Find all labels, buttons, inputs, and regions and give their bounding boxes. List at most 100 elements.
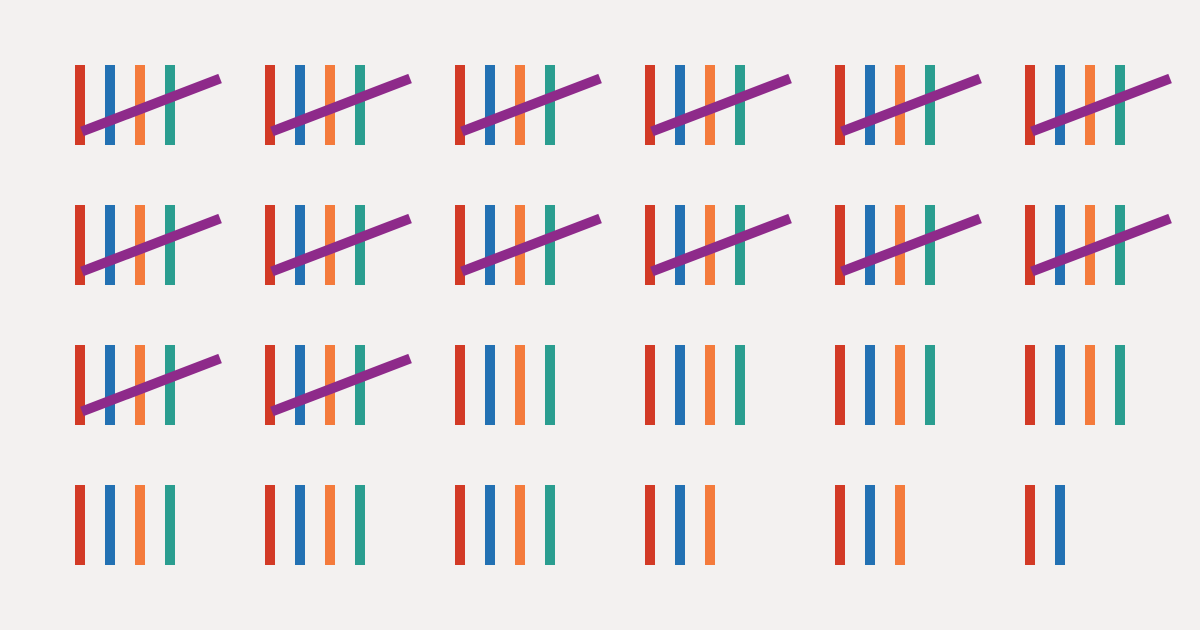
tally-mark bbox=[355, 345, 365, 425]
tally-mark bbox=[835, 485, 845, 565]
tally-mark bbox=[865, 65, 875, 145]
tally-mark bbox=[1055, 205, 1065, 285]
tally-mark bbox=[835, 345, 845, 425]
tally-group bbox=[645, 205, 795, 295]
tally-slash bbox=[270, 213, 412, 277]
tally-mark bbox=[1115, 345, 1125, 425]
tally-mark bbox=[705, 345, 715, 425]
tally-mark bbox=[865, 345, 875, 425]
tally-slash bbox=[840, 73, 982, 137]
tally-mark bbox=[75, 65, 85, 145]
tally-mark bbox=[455, 345, 465, 425]
tally-mark bbox=[675, 205, 685, 285]
tally-slash bbox=[1030, 73, 1172, 137]
tally-mark bbox=[295, 485, 305, 565]
tally-mark bbox=[1055, 485, 1065, 565]
tally-mark bbox=[165, 485, 175, 565]
tally-group bbox=[455, 65, 605, 155]
tally-group bbox=[265, 205, 415, 295]
tally-group bbox=[455, 345, 605, 435]
tally-slash bbox=[80, 353, 222, 417]
tally-mark bbox=[355, 65, 365, 145]
tally-mark bbox=[165, 345, 175, 425]
tally-mark bbox=[485, 65, 495, 145]
tally-slash bbox=[460, 213, 602, 277]
tally-slash bbox=[650, 213, 792, 277]
tally-mark bbox=[105, 65, 115, 145]
tally-mark bbox=[1025, 65, 1035, 145]
tally-mark bbox=[1055, 345, 1065, 425]
tally-mark bbox=[515, 485, 525, 565]
tally-slash bbox=[80, 73, 222, 137]
tally-slash bbox=[1030, 213, 1172, 277]
tally-mark bbox=[165, 65, 175, 145]
tally-slash bbox=[840, 213, 982, 277]
tally-mark bbox=[1085, 345, 1095, 425]
tally-group bbox=[265, 485, 415, 575]
tally-mark bbox=[265, 205, 275, 285]
tally-mark bbox=[105, 485, 115, 565]
tally-group bbox=[645, 345, 795, 435]
tally-mark bbox=[455, 485, 465, 565]
tally-mark bbox=[485, 205, 495, 285]
tally-mark bbox=[925, 205, 935, 285]
tally-mark bbox=[545, 65, 555, 145]
tally-mark bbox=[355, 485, 365, 565]
tally-mark bbox=[75, 345, 85, 425]
tally-mark bbox=[645, 65, 655, 145]
tally-group bbox=[75, 65, 225, 155]
tally-mark bbox=[485, 345, 495, 425]
tally-group bbox=[1025, 65, 1175, 155]
tally-group bbox=[75, 205, 225, 295]
tally-group bbox=[1025, 485, 1175, 575]
tally-mark bbox=[675, 345, 685, 425]
tally-mark bbox=[485, 485, 495, 565]
tally-mark bbox=[675, 65, 685, 145]
tally-group bbox=[835, 345, 985, 435]
tally-mark bbox=[1025, 345, 1035, 425]
tally-mark bbox=[545, 485, 555, 565]
tally-group bbox=[75, 345, 225, 435]
tally-slash bbox=[650, 73, 792, 137]
tally-mark bbox=[75, 205, 85, 285]
tally-mark bbox=[135, 485, 145, 565]
tally-mark bbox=[735, 65, 745, 145]
tally-mark bbox=[835, 205, 845, 285]
tally-slash bbox=[270, 73, 412, 137]
tally-mark bbox=[835, 65, 845, 145]
tally-mark bbox=[105, 205, 115, 285]
tally-mark bbox=[1115, 205, 1125, 285]
tally-group bbox=[75, 485, 225, 575]
tally-group bbox=[835, 65, 985, 155]
tally-mark bbox=[925, 65, 935, 145]
tally-mark bbox=[1055, 65, 1065, 145]
tally-mark bbox=[645, 345, 655, 425]
tally-mark bbox=[925, 345, 935, 425]
tally-mark bbox=[295, 65, 305, 145]
tally-mark bbox=[895, 345, 905, 425]
tally-mark bbox=[75, 485, 85, 565]
tally-mark bbox=[105, 345, 115, 425]
tally-group bbox=[455, 485, 605, 575]
tally-mark bbox=[515, 345, 525, 425]
tally-mark bbox=[325, 485, 335, 565]
tally-slash bbox=[460, 73, 602, 137]
tally-mark bbox=[675, 485, 685, 565]
tally-group bbox=[1025, 205, 1175, 295]
tally-mark bbox=[455, 205, 465, 285]
tally-group bbox=[645, 485, 795, 575]
tally-mark bbox=[645, 205, 655, 285]
tally-mark bbox=[645, 485, 655, 565]
tally-slash bbox=[80, 213, 222, 277]
tally-group bbox=[265, 345, 415, 435]
tally-group bbox=[1025, 345, 1175, 435]
tally-mark bbox=[865, 485, 875, 565]
tally-mark bbox=[1025, 485, 1035, 565]
tally-mark bbox=[265, 485, 275, 565]
tally-mark bbox=[165, 205, 175, 285]
tally-mark bbox=[895, 485, 905, 565]
tally-group bbox=[835, 485, 985, 575]
tally-mark bbox=[1115, 65, 1125, 145]
tally-mark bbox=[355, 205, 365, 285]
